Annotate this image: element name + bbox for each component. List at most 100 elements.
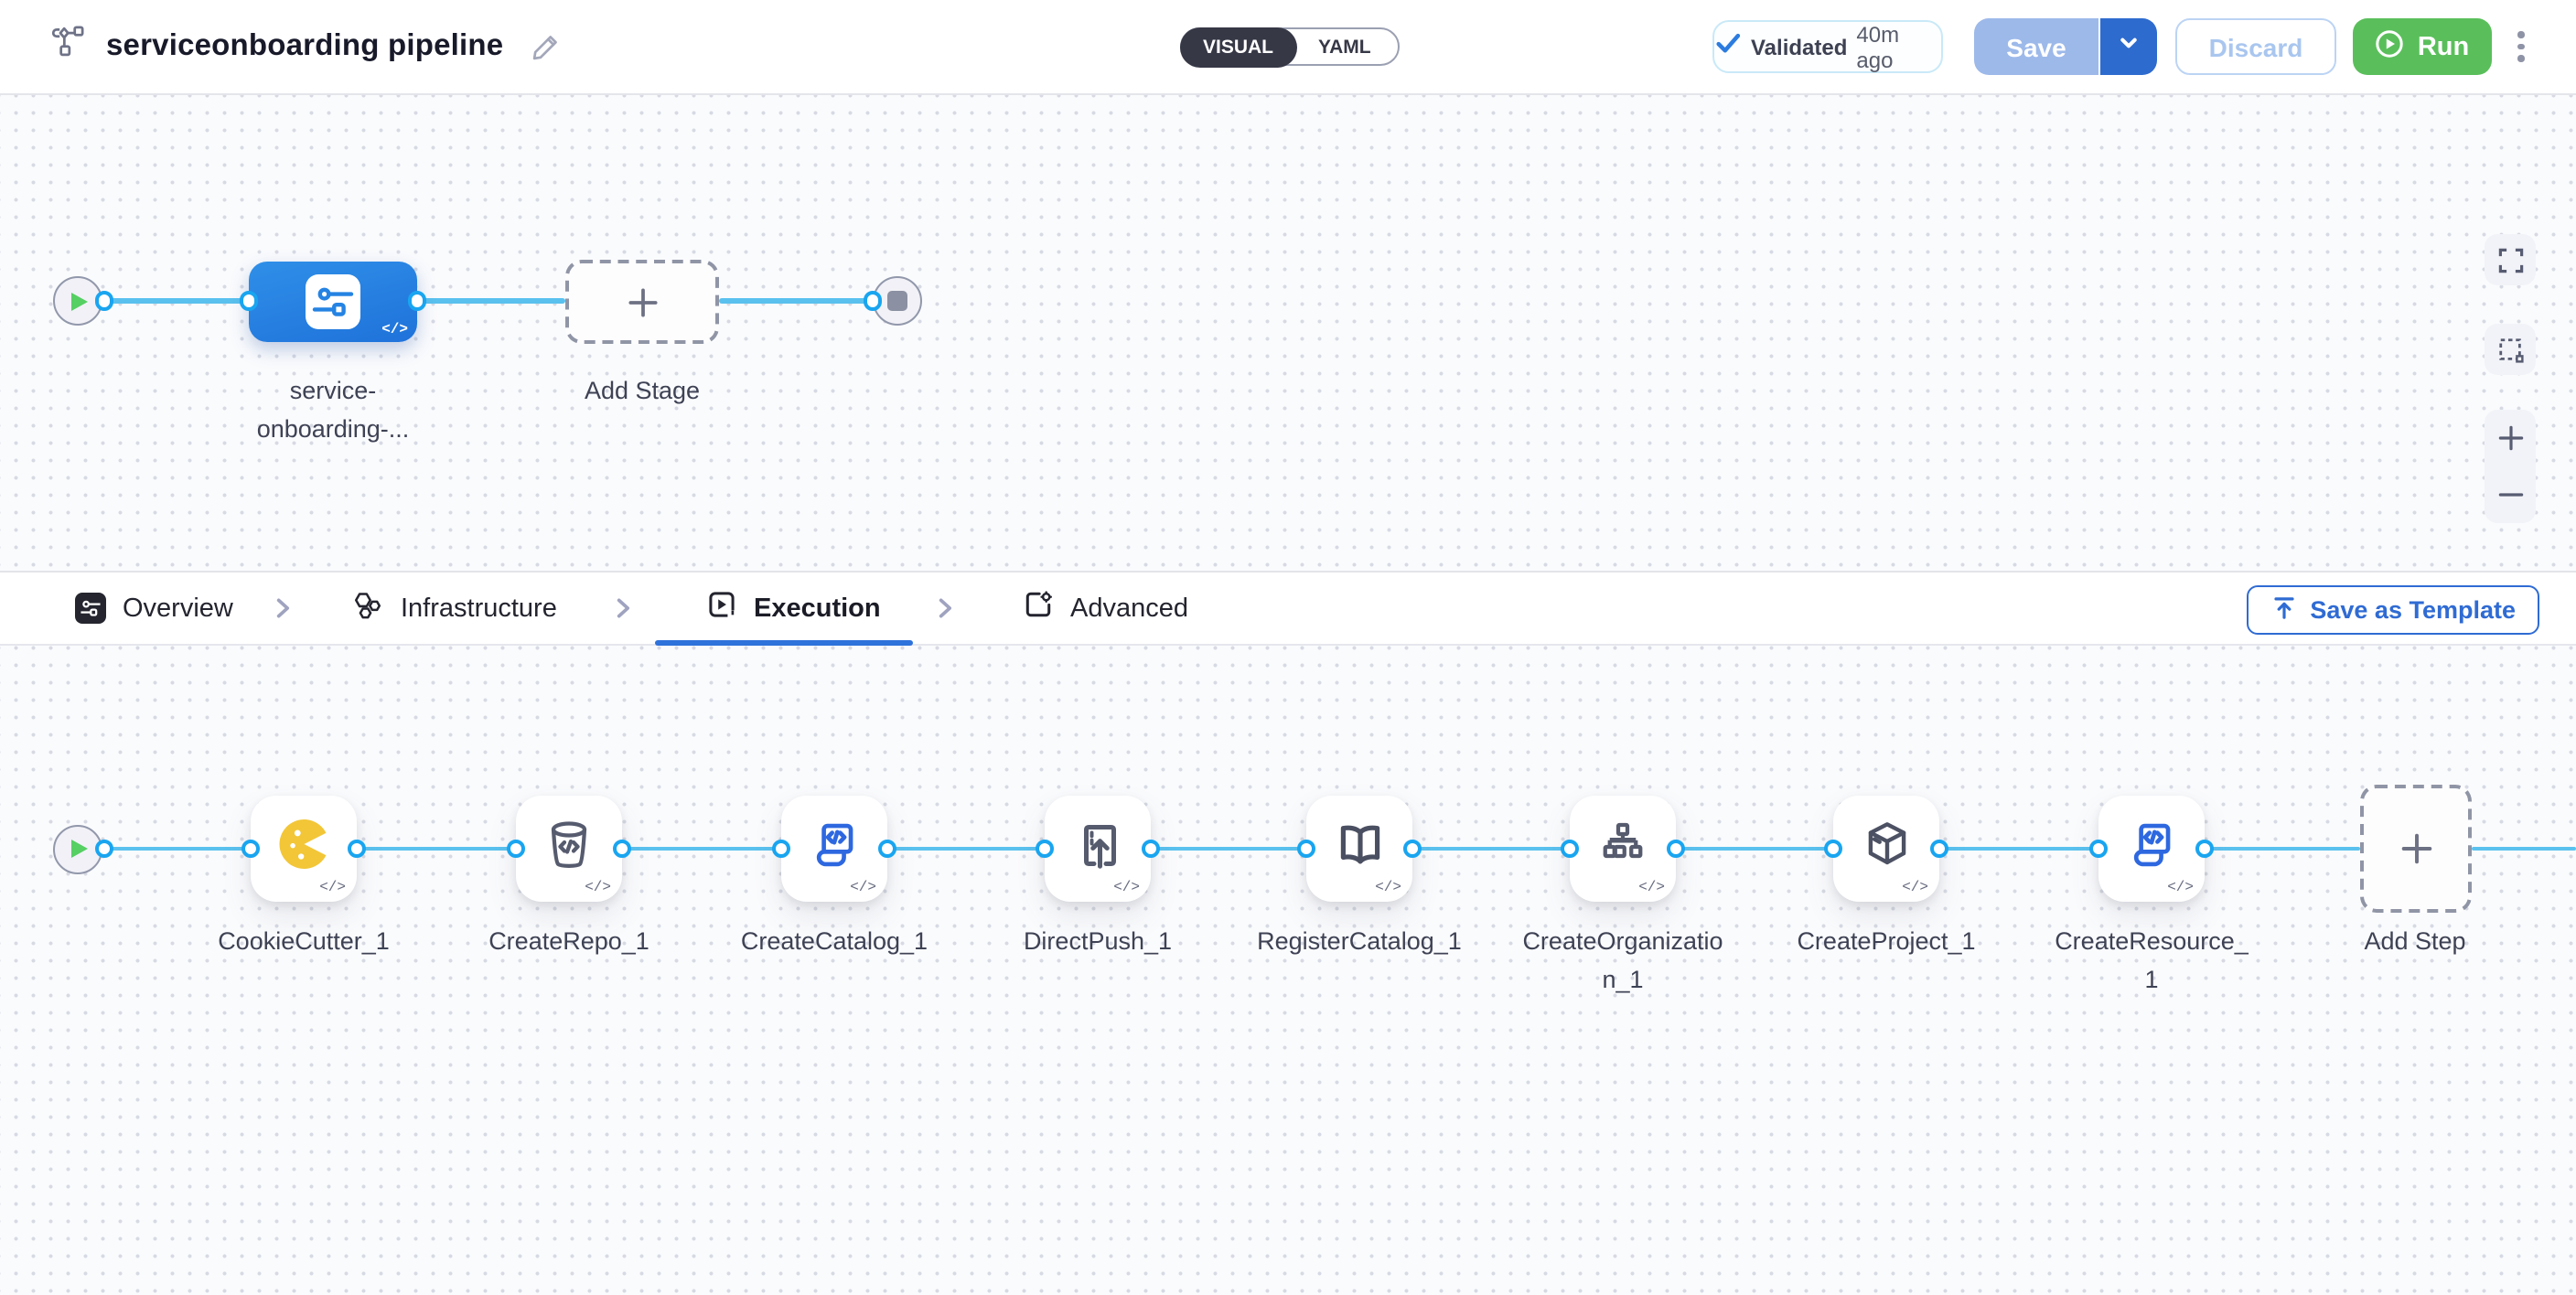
connector-line [104,298,249,304]
step-node-createproject[interactable]: </> CreateProject_1 [1797,796,1976,955]
execution-play-icon [706,589,737,627]
step-node-directpush[interactable]: </> DirectPush_1 [1024,796,1172,955]
advanced-gear-doc-icon [1023,589,1054,627]
connector-dot[interactable] [1666,839,1686,859]
save-as-template-button[interactable]: Save as Template [2246,585,2539,635]
fullscreen-icon [2497,247,2523,273]
cookiecutter-icon [274,814,334,883]
connector-line [887,846,1045,851]
add-step-label: Add Step [2364,927,2466,955]
code-badge: </> [1113,880,1140,896]
connector-dot[interactable] [241,839,261,859]
code-badge: </> [1902,880,1928,896]
tab-advanced[interactable]: Advanced [1023,573,1188,644]
connector-dot[interactable] [506,839,526,859]
connector-dot[interactable] [239,291,259,311]
save-split-button: Save [1974,18,2157,75]
fullscreen-button[interactable] [2485,234,2536,285]
discard-button[interactable]: Discard [2175,18,2336,75]
header-left: serviceonboarding pipeline [48,0,562,93]
connector-line [357,846,516,851]
step-label: CreateCatalog_1 [740,927,928,955]
connector-dot[interactable] [347,839,367,859]
step-node-createcatalog[interactable]: </> CreateCatalog_1 [741,796,928,955]
code-badge: </> [381,322,408,338]
connector-dot[interactable] [94,291,114,311]
connector-dot[interactable] [2088,839,2109,859]
step-node-createresource[interactable]: </> CreateResource_1 [2055,796,2249,993]
connector-dot[interactable] [94,839,114,859]
execution-canvas[interactable]: </> CookieCutter_1 </> CreateRepo_1 [0,646,2576,1295]
toggle-yaml[interactable]: YAML [1318,36,1371,58]
step-label: RegisterCatalog_1 [1257,927,1462,955]
stage-label: service-onboarding-... [256,377,410,443]
chevron-right-icon [611,573,635,644]
pipeline-start-node [52,276,102,326]
upload-icon [2270,594,2297,626]
save-options-caret[interactable] [2098,18,2157,75]
connector-line [719,298,873,304]
connector-dot[interactable] [612,839,632,859]
add-stage-label: Add Stage [584,377,701,404]
chevron-down-icon [2117,30,2141,63]
code-badge: </> [319,880,346,896]
chevron-right-icon [271,573,295,644]
connector-dot[interactable] [407,291,427,311]
stage-canvas[interactable]: </> service-onboarding-... Add Stage [0,93,2576,571]
open-book-icon [1331,816,1388,882]
step-node-cookiecutter[interactable]: </> CookieCutter_1 [218,796,390,955]
active-tab-underline [655,640,913,646]
connector-dot[interactable] [1035,839,1055,859]
execution-start-node [52,824,102,873]
zoom-in-icon[interactable] [2496,424,2524,452]
validated-badge[interactable]: Validated 40m ago [1712,20,1943,73]
connector-dot[interactable] [1141,839,1161,859]
tab-execution[interactable]: Execution [706,573,881,644]
overview-stage-icon [75,593,106,624]
edit-pencil-icon[interactable] [529,30,562,63]
tab-overview[interactable]: Overview [75,573,233,644]
connector-dot[interactable] [771,839,791,859]
stop-icon [887,291,907,311]
connector-dot[interactable] [2195,839,2215,859]
run-label: Run [2417,32,2470,61]
save-button[interactable]: Save [1974,18,2098,75]
validated-status: Validated [1751,34,1848,59]
connector-dot[interactable] [1402,839,1422,859]
marquee-select-button[interactable] [2485,324,2536,375]
code-scroll-icon [2123,816,2180,882]
connector-dot[interactable] [877,839,897,859]
step-label: CreateResource_1 [2055,927,2249,993]
connector-line [622,846,781,851]
step-node-createrepo[interactable]: </> CreateRepo_1 [488,796,649,955]
add-stage-button[interactable] [565,260,719,344]
connector-dot[interactable] [1929,839,1949,859]
pipeline-stage-icon [306,274,360,329]
zoom-controls [2485,410,2536,523]
page-title: serviceonboarding pipeline [106,29,504,62]
connector-dot[interactable] [1296,839,1316,859]
kebab-menu-icon[interactable] [2510,31,2532,62]
chevron-right-icon [933,573,957,644]
connector-dot[interactable] [863,291,883,311]
stage-node-service-onboarding[interactable]: </> [249,262,417,342]
plus-icon [628,287,657,316]
step-node-registercatalog[interactable]: </> RegisterCatalog_1 [1257,796,1462,955]
infrastructure-hexagons-icon [351,588,384,628]
code-badge: </> [585,880,611,896]
connector-line [2472,846,2576,851]
step-label: CookieCutter_1 [218,927,390,955]
run-button[interactable]: Run [2353,18,2492,75]
zoom-out-icon[interactable] [2496,481,2524,508]
add-step-button[interactable] [2360,785,2472,913]
tab-infrastructure[interactable]: Infrastructure [351,573,557,644]
step-node-createorganization[interactable]: </> CreateOrganization_1 [1522,796,1723,993]
connector-dot[interactable] [1823,839,1843,859]
step-label: DirectPush_1 [1023,927,1173,955]
connector-line [1412,846,1570,851]
org-chart-icon [1595,817,1650,881]
toggle-visual[interactable]: VISUAL [1179,27,1298,67]
connector-line [1151,846,1306,851]
connector-dot[interactable] [1560,839,1580,859]
